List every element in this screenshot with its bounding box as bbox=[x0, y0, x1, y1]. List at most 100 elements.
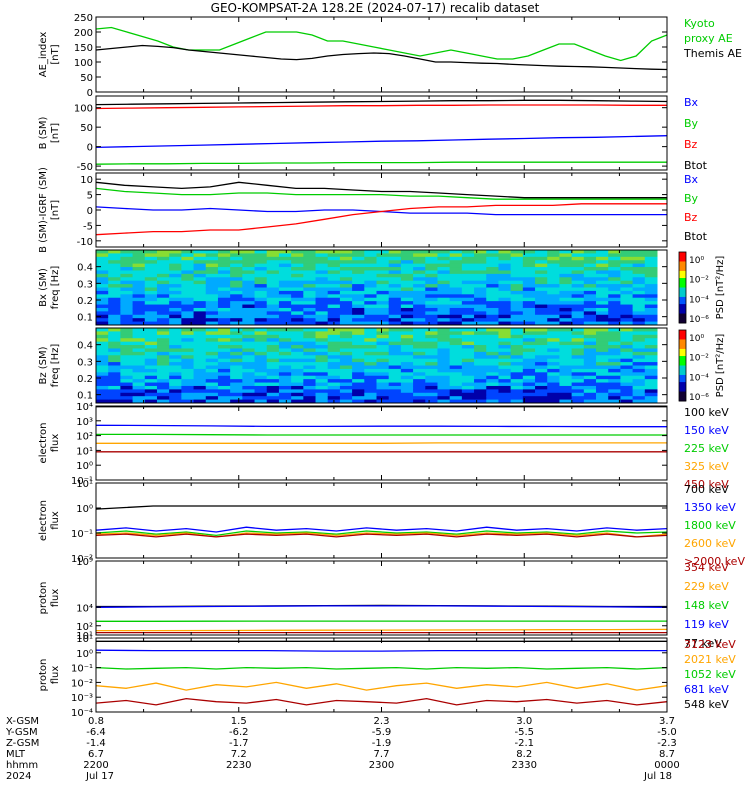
panel-4-cell bbox=[193, 321, 207, 326]
panel-5-cell bbox=[559, 348, 573, 353]
panel-4-cell bbox=[644, 250, 658, 254]
panel-5-cell bbox=[278, 362, 292, 366]
panel-5-cell bbox=[230, 341, 243, 346]
panel-4-cell bbox=[327, 311, 341, 316]
panel-5-cell bbox=[486, 334, 499, 339]
panel-5-cell bbox=[620, 372, 634, 377]
panel-4-cell bbox=[278, 294, 292, 299]
panel-4-cell bbox=[425, 270, 438, 275]
panel-4-cell bbox=[413, 304, 426, 309]
panel-8-legend-label: 77 keV bbox=[684, 637, 722, 650]
panel-5-cell bbox=[303, 358, 317, 363]
panel-5-cell bbox=[132, 334, 146, 339]
panel-5-cell bbox=[400, 385, 414, 390]
panel-5-cell bbox=[327, 355, 341, 360]
panel-4-cell bbox=[193, 280, 207, 285]
panel-5-cell bbox=[400, 396, 414, 401]
panel-4-cell bbox=[608, 284, 621, 288]
panel-4-cell bbox=[388, 311, 402, 316]
panel-5-cell bbox=[132, 338, 146, 343]
panel-4-cell bbox=[498, 290, 512, 295]
panel-4-cell bbox=[266, 321, 280, 326]
panel-3-series-btot bbox=[95, 181, 667, 199]
panel-9-ytick-label: 10⁻¹ bbox=[71, 664, 93, 675]
panel-4-cell bbox=[217, 273, 231, 278]
panel-4-cell bbox=[620, 270, 634, 275]
panel-5-cell bbox=[547, 375, 560, 380]
panel-4-cell bbox=[352, 270, 365, 275]
panel-3-ytick-label: 0 bbox=[87, 206, 93, 217]
panel-6-ytick-label: 10⁰ bbox=[76, 461, 93, 472]
panel-5-cell bbox=[364, 389, 377, 394]
panel-5-cell bbox=[169, 348, 182, 353]
panel-4-cell bbox=[437, 294, 451, 299]
panel-4-cell bbox=[486, 297, 499, 302]
panel-4-cell bbox=[596, 297, 609, 302]
panel-4-cell bbox=[205, 297, 219, 302]
panel-5-cell bbox=[315, 368, 329, 373]
panel-4-cell bbox=[400, 280, 414, 285]
panel-5-cell bbox=[461, 355, 475, 360]
panel-5-cell bbox=[486, 365, 499, 370]
panel-5-cell bbox=[96, 338, 109, 343]
panel-4-cell bbox=[571, 256, 585, 261]
panel-5-cell bbox=[486, 341, 499, 346]
panel-4-cell bbox=[96, 321, 109, 326]
panel-4-cell bbox=[559, 253, 573, 258]
panel-3-ytick-label: 10 bbox=[80, 175, 93, 186]
panel-5-cell bbox=[461, 358, 475, 363]
panel-4-cell bbox=[108, 256, 121, 261]
panel-5-cell bbox=[169, 399, 182, 404]
panel-4-cell bbox=[425, 304, 438, 309]
panel-5-cell bbox=[315, 355, 329, 360]
panel-5-cell bbox=[644, 372, 658, 377]
panel-4-cell bbox=[437, 253, 451, 258]
panel-5-cell bbox=[644, 396, 658, 401]
panel-5-cell bbox=[583, 392, 597, 397]
panel-5-cell bbox=[96, 385, 109, 390]
panel-5-cell bbox=[437, 348, 451, 353]
panel-2-legend-label: By bbox=[684, 117, 699, 130]
panel-5-cell bbox=[303, 328, 317, 332]
panel-4-cell bbox=[571, 321, 585, 326]
panel-5-cell bbox=[96, 355, 109, 360]
panel-4-cell bbox=[461, 260, 475, 265]
panel-4-cell bbox=[620, 321, 634, 326]
panel-5-cell bbox=[108, 399, 121, 404]
panel-4-cell bbox=[156, 280, 170, 285]
panel-5-cell bbox=[510, 396, 524, 401]
panel-5-cell bbox=[169, 355, 182, 360]
panel-4-cell bbox=[425, 260, 438, 265]
panel-4-cell bbox=[510, 280, 524, 285]
panel-5-cell bbox=[400, 334, 414, 339]
panel-4-cell bbox=[449, 256, 463, 261]
panel-4-cell bbox=[303, 307, 317, 312]
panel-4-cell bbox=[132, 284, 146, 288]
panel-4-cell bbox=[437, 250, 451, 254]
panel-5-colorbar-cell bbox=[679, 332, 686, 336]
panel-5-cell bbox=[486, 358, 499, 363]
panel-5-cell bbox=[108, 345, 121, 349]
panel-4-cell bbox=[181, 311, 195, 316]
panel-4-cell bbox=[242, 256, 256, 261]
panel-4-cell bbox=[315, 297, 329, 302]
panel-5-colorbar-cell bbox=[679, 348, 686, 352]
panel-4-cell bbox=[193, 314, 207, 319]
time-axis-value: 3.0 bbox=[516, 716, 532, 727]
panel-5-cell bbox=[327, 396, 341, 401]
panel-4-cell bbox=[583, 297, 597, 302]
panel-4-cell bbox=[242, 314, 256, 319]
panel-4-cell bbox=[571, 290, 585, 295]
panel-4-cell bbox=[181, 314, 195, 319]
panel-5-cell bbox=[461, 341, 475, 346]
panel-4-cell bbox=[571, 253, 585, 258]
panel-4-cell bbox=[535, 250, 548, 254]
panel-4-cell bbox=[242, 253, 256, 258]
panel-4-cell bbox=[522, 270, 536, 275]
panel-5-cell bbox=[425, 392, 438, 397]
panel-4-cell bbox=[315, 273, 329, 278]
panel-4-cell bbox=[96, 273, 109, 278]
panel-5-cell bbox=[449, 358, 463, 363]
